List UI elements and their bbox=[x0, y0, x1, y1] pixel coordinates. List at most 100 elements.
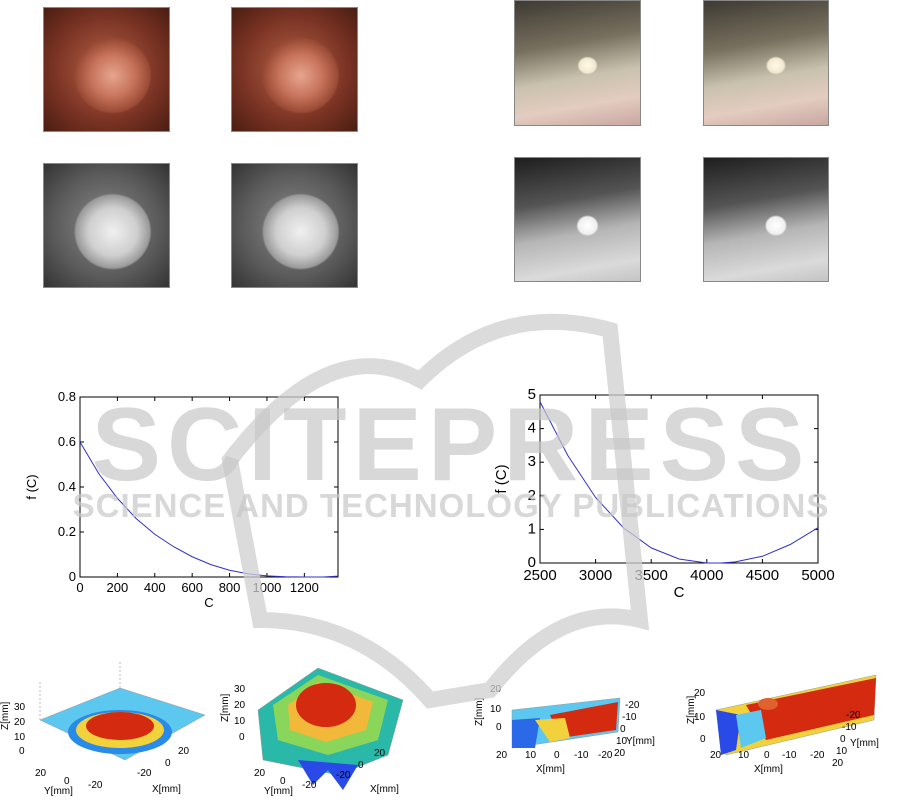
p4-ztick-0: 20 bbox=[694, 688, 706, 699]
p1-ytick-0: 20 bbox=[35, 768, 47, 779]
p4-xtick-1: 10 bbox=[738, 750, 750, 761]
y-tick-label: 0.4 bbox=[58, 479, 76, 494]
chart-left: 0 0.2 0.4 0.6 0.8 0 200 400 600 800 1000 1200 Cf (C) bbox=[24, 389, 339, 610]
p3-ylabel: Y[mm] bbox=[626, 736, 655, 747]
p2-ytick-0: 20 bbox=[254, 768, 266, 779]
p3-ytick-2: 0 bbox=[620, 724, 626, 735]
x-tick-label: 1000 bbox=[252, 580, 281, 595]
p2-zlabel: Z[mm] bbox=[220, 693, 231, 722]
photo-lesion-gray-2 bbox=[703, 157, 829, 282]
x-axis-label: C bbox=[674, 584, 685, 601]
p2-ztick-0: 30 bbox=[234, 684, 246, 695]
plot-frame bbox=[79, 396, 339, 578]
p1-ytick-2: -20 bbox=[88, 780, 103, 791]
p2-ztick-2: 10 bbox=[234, 716, 246, 727]
y-tick-label: 3 bbox=[528, 453, 536, 470]
p2-xtick-2: 20 bbox=[374, 748, 386, 759]
y-tick-label: 0.2 bbox=[58, 524, 76, 539]
y-tick-label: 5 bbox=[528, 386, 536, 403]
p1-ztick-3: 0 bbox=[19, 746, 25, 757]
x-tick-label: 3000 bbox=[579, 567, 612, 584]
x-tick-label: 5000 bbox=[801, 567, 834, 584]
p4-xtick-2: 0 bbox=[764, 750, 770, 761]
p4-xtick-3: -10 bbox=[782, 750, 797, 761]
p3-xtick-4: -20 bbox=[598, 750, 613, 761]
x-tick-label: 4000 bbox=[690, 567, 723, 584]
p4-ytick-3: 10 bbox=[836, 746, 848, 757]
photo-lesion-color-1 bbox=[514, 0, 641, 126]
y-tick-label: 1 bbox=[528, 520, 536, 537]
surface-plot-4-graphic bbox=[715, 674, 877, 756]
x-axis-label: C bbox=[204, 595, 213, 610]
p1-ylabel: Y[mm] bbox=[44, 786, 73, 797]
plot-frame bbox=[539, 394, 819, 564]
p3-xlabel: X[mm] bbox=[536, 764, 565, 775]
p4-xtick-0: 20 bbox=[710, 750, 722, 761]
p2-xtick-0: -20 bbox=[336, 770, 351, 781]
p3-xtick-2: 0 bbox=[554, 750, 560, 761]
p3-xtick-3: -10 bbox=[574, 750, 589, 761]
y-tick-label: 0 bbox=[69, 569, 76, 584]
p4-ytick-1: -10 bbox=[842, 722, 857, 733]
x-tick-label: 0 bbox=[76, 580, 83, 595]
surface-plot-2-graphic bbox=[257, 667, 404, 790]
p4-xtick-4: -20 bbox=[810, 750, 825, 761]
p4-ytick-4: 20 bbox=[832, 758, 844, 769]
p1-xtick-2: 20 bbox=[178, 746, 190, 757]
p3-ztick-0: 20 bbox=[490, 684, 502, 695]
x-tick-label: 400 bbox=[144, 580, 166, 595]
p3-ztick-1: 10 bbox=[490, 704, 502, 715]
y-tick-label: 2 bbox=[528, 487, 536, 504]
surface-plot-4: 20 10 0 Z[mm] 20 10 0 -10 -20 X[mm] -20 … bbox=[686, 660, 903, 799]
p2-xtick-1: 0 bbox=[358, 760, 364, 771]
p4-ylabel: Y[mm] bbox=[850, 738, 879, 749]
p2-ytick-2: -20 bbox=[302, 780, 317, 791]
x-tick-label: 2500 bbox=[523, 567, 556, 584]
x-tick-label: 800 bbox=[219, 580, 241, 595]
p1-ztick-1: 20 bbox=[14, 717, 26, 728]
p1-xlabel: X[mm] bbox=[152, 784, 181, 795]
y-tick-label: 4 bbox=[528, 420, 536, 437]
p1-zlabel: Z[mm] bbox=[0, 701, 11, 730]
x-tick-label: 200 bbox=[107, 580, 129, 595]
p3-ytick-1: -10 bbox=[622, 712, 637, 723]
p3-ztick-2: 0 bbox=[496, 722, 502, 733]
surface-plot-3-graphic bbox=[511, 697, 621, 749]
x-tick-label: 600 bbox=[181, 580, 203, 595]
p4-ztick-1: 10 bbox=[694, 712, 706, 723]
p4-ytick-2: 0 bbox=[840, 734, 846, 745]
photo-lesion-gray-1 bbox=[514, 157, 641, 282]
surface-plot-2: 30 20 10 0 Z[mm] 20 0 -20 Y[mm] -20 0 20… bbox=[218, 660, 413, 799]
y-axis-label: f (C) bbox=[24, 474, 39, 499]
photo-polyp-color-2 bbox=[231, 7, 358, 132]
p2-ztick-1: 20 bbox=[234, 700, 246, 711]
photo-polyp-gray-1 bbox=[43, 163, 170, 288]
surface-plot-1-graphic bbox=[39, 660, 206, 761]
y-axis-label: f (C) bbox=[493, 464, 510, 493]
p4-zlabel: Z[mm] bbox=[686, 695, 697, 724]
p2-ylabel: Y[mm] bbox=[264, 786, 293, 797]
x-tick-label: 4500 bbox=[746, 567, 779, 584]
x-tick-label: 3500 bbox=[635, 567, 668, 584]
p3-ytick-0: -20 bbox=[625, 700, 640, 711]
p2-xlabel: X[mm] bbox=[370, 784, 399, 795]
photo-lesion-color-2 bbox=[703, 0, 829, 126]
photo-polyp-gray-2 bbox=[231, 163, 358, 288]
y-tick-label: 0.6 bbox=[58, 434, 76, 449]
p2-ztick-3: 0 bbox=[239, 732, 245, 743]
p1-xtick-0: -20 bbox=[137, 768, 152, 779]
p3-ytick-3: 10 bbox=[616, 736, 628, 747]
p4-xlabel: X[mm] bbox=[754, 764, 783, 775]
p1-ytick-1: 0 bbox=[64, 776, 70, 787]
p3-ytick-4: 20 bbox=[614, 748, 626, 759]
p3-zlabel: Z[mm] bbox=[474, 697, 485, 726]
p1-xtick-1: 0 bbox=[165, 758, 171, 769]
y-tick-label: 0.8 bbox=[58, 389, 76, 404]
x-tick-label: 1200 bbox=[290, 580, 319, 595]
p4-ytick-0: -20 bbox=[846, 710, 861, 721]
p3-xtick-0: 20 bbox=[496, 750, 508, 761]
surface-plot-1: 30 20 10 0 Z[mm] 20 0 -20 Y[mm] -20 0 20… bbox=[0, 660, 215, 799]
p1-ztick-2: 10 bbox=[14, 732, 26, 743]
p3-xtick-1: 10 bbox=[525, 750, 537, 761]
